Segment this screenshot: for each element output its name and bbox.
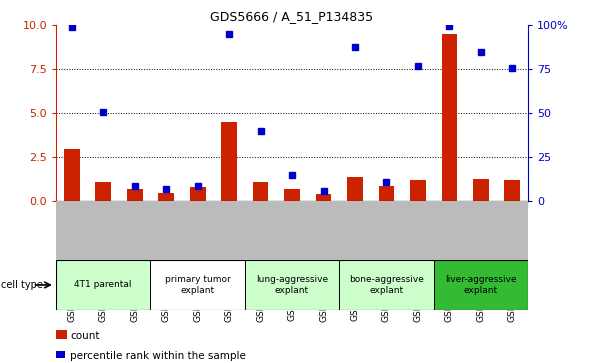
- Bar: [347, 177, 363, 201]
- Text: 4T1 parental: 4T1 parental: [74, 281, 132, 289]
- Bar: [316, 195, 332, 201]
- Bar: [127, 189, 143, 201]
- Bar: [441, 34, 457, 201]
- Bar: [410, 180, 426, 201]
- Bar: [158, 193, 174, 201]
- Bar: [245, 260, 339, 310]
- Bar: [253, 182, 268, 201]
- Text: bone-aggressive
explant: bone-aggressive explant: [349, 275, 424, 295]
- Bar: [150, 260, 245, 310]
- Bar: [379, 185, 394, 201]
- Bar: [339, 260, 434, 310]
- Bar: [504, 180, 520, 201]
- Bar: [96, 182, 111, 201]
- Text: lung-aggressive
explant: lung-aggressive explant: [256, 275, 328, 295]
- Text: liver-aggressive
explant: liver-aggressive explant: [445, 275, 517, 295]
- Text: percentile rank within the sample: percentile rank within the sample: [70, 351, 246, 361]
- Text: count: count: [70, 331, 100, 341]
- Bar: [284, 189, 300, 201]
- Bar: [434, 260, 528, 310]
- Bar: [473, 179, 489, 201]
- Bar: [190, 187, 205, 201]
- Bar: [221, 122, 237, 201]
- Bar: [56, 260, 150, 310]
- Bar: [64, 149, 80, 201]
- Text: cell type: cell type: [1, 280, 42, 290]
- Title: GDS5666 / A_51_P134835: GDS5666 / A_51_P134835: [211, 10, 373, 23]
- Text: primary tumor
explant: primary tumor explant: [165, 275, 231, 295]
